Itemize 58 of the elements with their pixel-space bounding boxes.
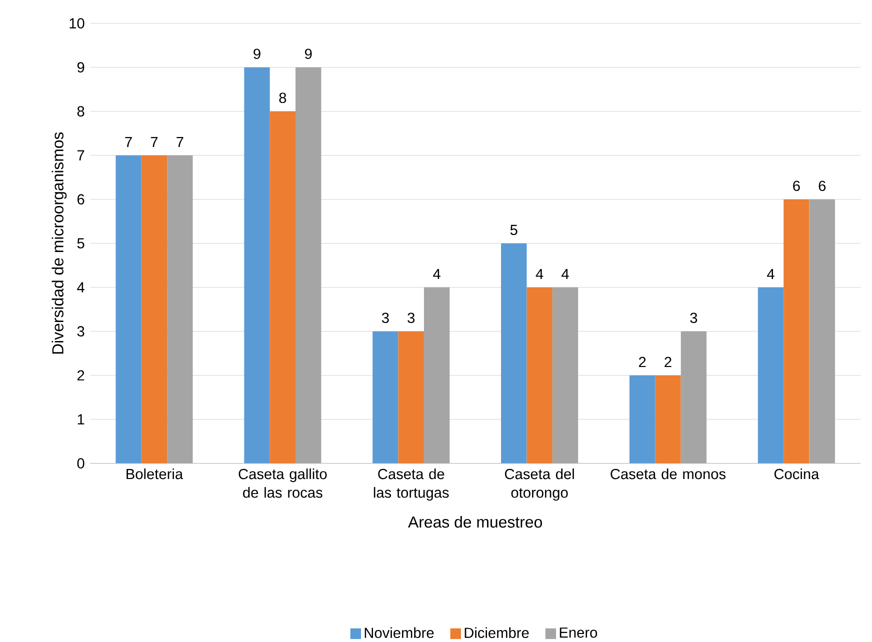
y-tick-label: 0 — [77, 458, 84, 468]
data-label: 9 — [254, 48, 260, 60]
y-tick-label: 9 — [77, 62, 84, 72]
y-tick-label: 1 — [78, 414, 84, 424]
bar — [552, 287, 578, 464]
x-tick-label: Caseta de las tortugas — [374, 468, 449, 501]
data-label: 3 — [382, 312, 389, 324]
bar — [424, 287, 450, 464]
bar — [809, 199, 835, 464]
data-label: 6 — [793, 180, 800, 192]
y-tick-label: 10 — [70, 18, 84, 28]
bar — [244, 67, 270, 464]
data-label: 8 — [279, 92, 286, 104]
bar — [784, 199, 810, 464]
y-tick-label: 2 — [77, 370, 84, 380]
bar — [141, 155, 168, 464]
data-label: 7 — [125, 137, 132, 148]
legend-label: Enero — [560, 628, 598, 638]
y-tick-label: 5 — [77, 238, 84, 248]
data-label: 2 — [638, 356, 646, 368]
bar — [680, 331, 707, 464]
bar — [629, 375, 656, 464]
data-label: 3 — [690, 312, 698, 324]
bar — [167, 155, 193, 464]
bar — [296, 67, 322, 464]
x-tick-label: Caseta gallito de las rocas — [238, 468, 327, 498]
bar — [526, 287, 552, 464]
bar — [372, 331, 398, 464]
bar — [398, 331, 424, 464]
data-label: 7 — [150, 137, 158, 148]
y-tick-label: 6 — [77, 194, 84, 204]
y-tick-label: 7 — [77, 150, 84, 160]
data-label: 5 — [510, 224, 518, 236]
data-label: 4 — [433, 269, 440, 280]
data-label: 4 — [767, 269, 774, 280]
legend-label: Noviembre — [364, 627, 434, 638]
bar — [270, 111, 296, 464]
bar — [116, 155, 142, 464]
x-tick-label: Caseta de monos — [610, 468, 726, 480]
y-axis-title: Diversidad de microorganismos — [52, 132, 67, 354]
y-tick-label: 8 — [77, 106, 84, 116]
y-tick-label: 3 — [77, 326, 84, 336]
bar — [758, 287, 784, 464]
x-tick-label: Caseta del otorongo — [504, 468, 574, 501]
legend-label: Diciembre — [464, 627, 529, 638]
bar — [501, 243, 527, 464]
data-label: 7 — [176, 137, 184, 148]
data-label: 2 — [664, 356, 672, 368]
data-label: 6 — [818, 180, 826, 192]
data-label: 4 — [562, 269, 569, 280]
x-tick-label: Cocina — [774, 468, 820, 480]
x-axis-title: Areas de muestreo — [408, 516, 542, 528]
y-tick-label: 4 — [77, 282, 84, 292]
bar — [655, 375, 681, 464]
data-label: 4 — [536, 269, 544, 280]
x-tick-label: Boleteria — [126, 468, 184, 480]
data-label: 3 — [408, 312, 415, 324]
data-label: 9 — [304, 48, 312, 60]
